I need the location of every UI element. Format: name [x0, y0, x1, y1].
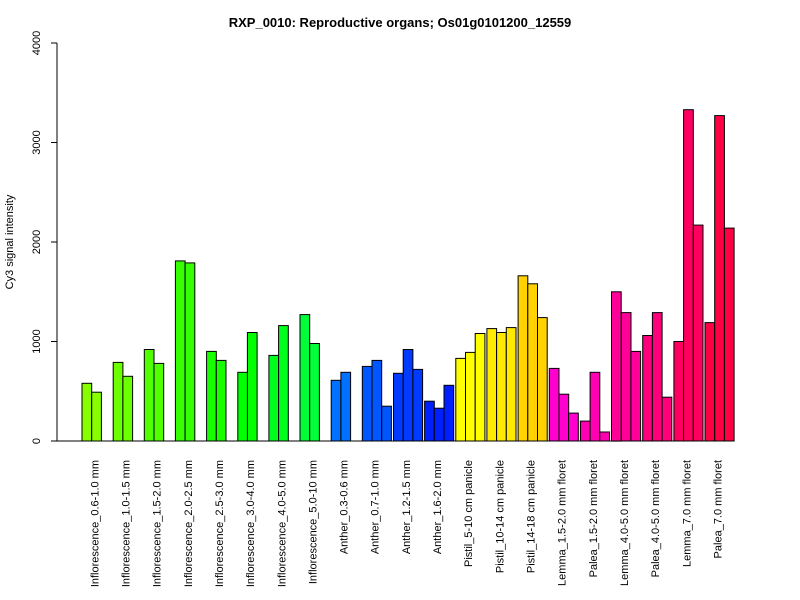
x-tick-label: Palea_1.5-2.0 mm floret — [588, 460, 600, 577]
x-tick-label: Anther_1.2-1.5 mm — [401, 460, 413, 554]
x-tick-label: Inflorescence_5.0-10 mm — [307, 460, 319, 584]
x-tick-label: Inflorescence_1.0-1.5 mm — [121, 460, 133, 587]
bar — [424, 400, 435, 442]
chart-title: RXP_0010: Reproductive organs; Os01g0101… — [229, 15, 572, 30]
bar — [402, 349, 414, 442]
x-tick-label: Anther_0.3-0.6 mm — [339, 460, 351, 554]
y-tick-label: 3000 — [31, 130, 43, 154]
bar — [393, 372, 404, 442]
bar — [558, 393, 570, 442]
y-axis: 0 1000 2000 3000 4000 — [31, 31, 58, 444]
bar — [81, 382, 93, 442]
bar — [517, 275, 529, 442]
bar — [371, 359, 383, 442]
bar — [246, 332, 258, 442]
bar — [237, 371, 249, 442]
bar — [611, 291, 622, 442]
bar — [496, 332, 507, 442]
y-axis-label: Cy3 signal intensity — [4, 194, 16, 289]
bar — [474, 333, 486, 442]
x-tick-label: Lemma_4.0-5.0 mm floret — [619, 460, 631, 586]
bar — [91, 391, 102, 442]
bar — [642, 335, 653, 442]
bar — [683, 109, 694, 442]
y-tick-label: 2000 — [31, 230, 43, 254]
bar — [309, 343, 320, 442]
bar — [537, 317, 548, 442]
bar — [692, 224, 704, 442]
bar — [443, 384, 455, 442]
x-tick-label: Pistil_10-14 cm panicle — [494, 460, 506, 573]
x-tick-label: Inflorescence_2.5-3.0 mm — [214, 460, 226, 587]
bar — [268, 354, 280, 442]
bar — [661, 396, 673, 442]
bar — [174, 260, 186, 442]
bar — [184, 262, 196, 442]
bar — [299, 314, 311, 442]
x-tick-label: Anther_1.6-2.0 mm — [432, 460, 444, 554]
x-tick-label: Pistil_14-18 cm panicle — [526, 460, 538, 573]
bar — [568, 412, 579, 442]
y-tick-label: 4000 — [31, 31, 43, 55]
y-tick-label: 0 — [31, 438, 43, 444]
bar — [215, 359, 227, 442]
bar — [630, 350, 642, 442]
x-tick-label: Palea_4.0-5.0 mm floret — [650, 460, 662, 577]
bar — [412, 368, 424, 442]
x-tick-label: Lemma_1.5-2.0 mm floret — [557, 460, 569, 586]
x-tick-label: Lemma_7.0 mm floret — [681, 460, 693, 567]
bar — [361, 365, 373, 442]
bar — [673, 341, 685, 442]
y-tick-label: 1000 — [31, 329, 43, 353]
bar — [433, 407, 445, 442]
bar — [599, 431, 610, 442]
x-tick-labels: Inflorescence_0.6-1.0 mm Inflorescence_1.… — [89, 460, 724, 587]
x-tick-label: Palea_7.0 mm floret — [712, 460, 724, 558]
bar — [122, 375, 134, 442]
x-tick-label: Anther_0.7-1.0 mm — [370, 460, 382, 554]
x-tick-label: Inflorescence_3.0-4.0 mm — [245, 460, 257, 587]
bar — [527, 283, 538, 442]
bar — [278, 325, 289, 442]
bar — [589, 371, 601, 442]
x-tick-label: Inflorescence_4.0-5.0 mm — [276, 460, 288, 587]
bar — [465, 351, 476, 442]
bar — [455, 357, 466, 442]
x-tick-label: Pistil_5-10 cm panicle — [463, 460, 475, 567]
bar — [381, 405, 392, 442]
x-tick-label: Inflorescence_2.0-2.5 mm — [183, 460, 195, 587]
bar — [153, 362, 165, 442]
bar — [579, 420, 591, 442]
bar — [505, 327, 517, 442]
bar — [206, 350, 217, 442]
bar — [651, 312, 663, 442]
bars-group — [81, 109, 735, 442]
x-tick-label: Inflorescence_0.6-1.0 mm — [89, 460, 101, 587]
bar — [548, 367, 560, 442]
bar — [143, 349, 155, 442]
bar — [330, 379, 342, 442]
bar — [723, 227, 735, 442]
bar — [340, 371, 352, 442]
bar — [486, 328, 498, 442]
bar — [112, 361, 124, 442]
bar — [714, 115, 725, 442]
bar — [704, 322, 716, 442]
bar — [620, 312, 632, 442]
x-tick-label: Inflorescence_1.5-2.0 mm — [152, 460, 164, 587]
